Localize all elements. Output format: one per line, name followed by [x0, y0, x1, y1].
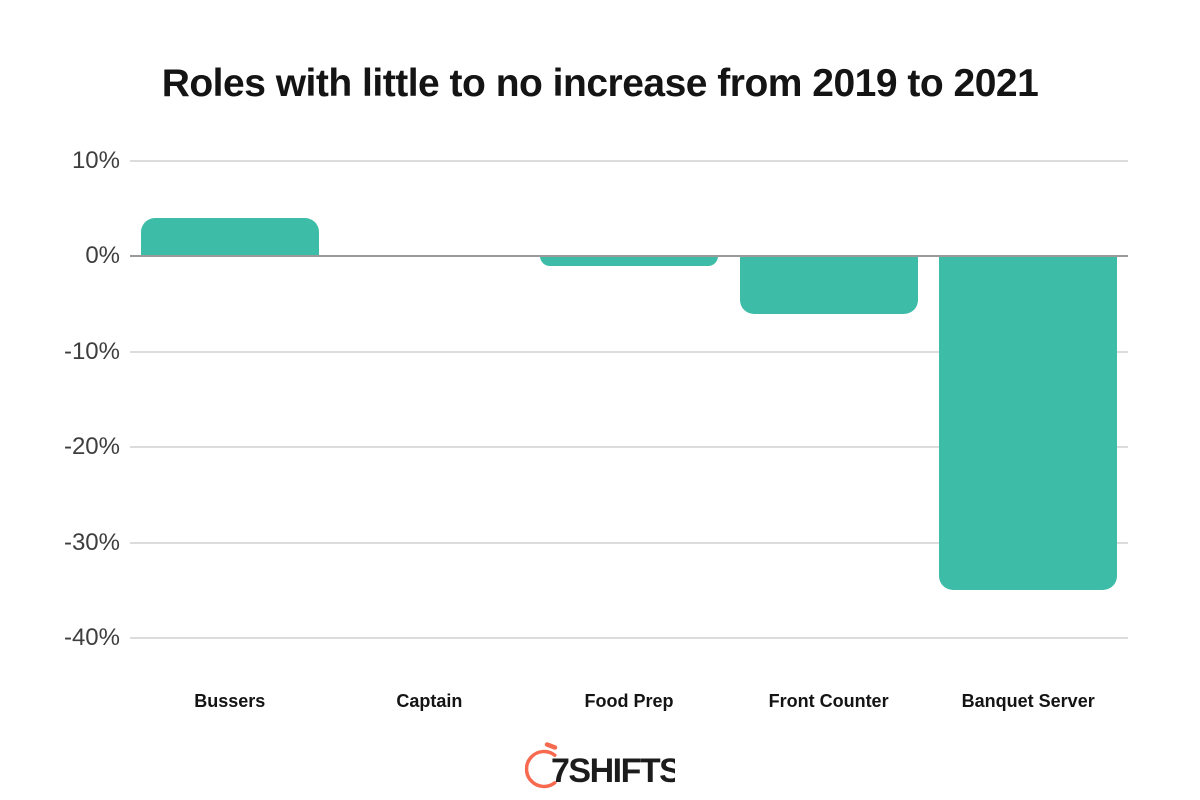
- gridline: [130, 637, 1128, 639]
- bar-front-counter: [739, 256, 918, 314]
- y-axis-tick-label: 0%: [85, 242, 120, 270]
- x-axis-label-front-counter: Front Counter: [768, 691, 889, 711]
- brand-footer: 7SHIFTS: [0, 740, 1200, 792]
- y-axis-tick-label: -20%: [63, 433, 120, 461]
- y-axis-tick-label: 10%: [71, 147, 120, 174]
- y-axis-tick-label: -10%: [63, 337, 120, 365]
- x-axis-label-captain: Captain: [396, 691, 463, 711]
- x-axis-label-bussers: Bussers: [194, 691, 266, 711]
- bar-banquet-server: [939, 256, 1118, 591]
- gridline: [130, 446, 1128, 449]
- y-axis-tick-label: -30%: [63, 528, 120, 556]
- gridline: [130, 350, 1128, 353]
- brand-wordmark: 7SHIFTS: [551, 752, 675, 790]
- chart-title: Roles with little to no increase from 20…: [161, 62, 1039, 105]
- zero-gridline: [130, 255, 1128, 258]
- gridline: [130, 541, 1128, 544]
- bar-food-prep: [540, 256, 718, 266]
- x-axis-label-food-prep: Food Prep: [584, 691, 674, 711]
- y-axis-tick-label: -40%: [63, 624, 120, 651]
- stopwatch-icon: [525, 742, 558, 789]
- x-axis-label-banquet-server: Banquet Server: [961, 691, 1095, 711]
- bar-bussers: [140, 218, 319, 257]
- 7shifts-logo: 7SHIFTS: [525, 742, 675, 790]
- gridline: [130, 160, 1128, 162]
